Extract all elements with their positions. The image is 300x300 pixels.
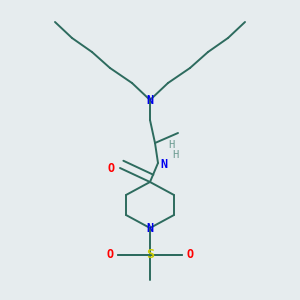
Text: O: O: [107, 163, 115, 176]
Text: H: H: [172, 150, 178, 160]
Text: N: N: [146, 94, 154, 106]
Text: O: O: [106, 248, 114, 262]
Text: O: O: [186, 248, 194, 262]
Text: H: H: [168, 140, 174, 150]
Text: N: N: [160, 158, 168, 172]
Text: N: N: [146, 221, 154, 235]
Text: S: S: [146, 248, 154, 262]
